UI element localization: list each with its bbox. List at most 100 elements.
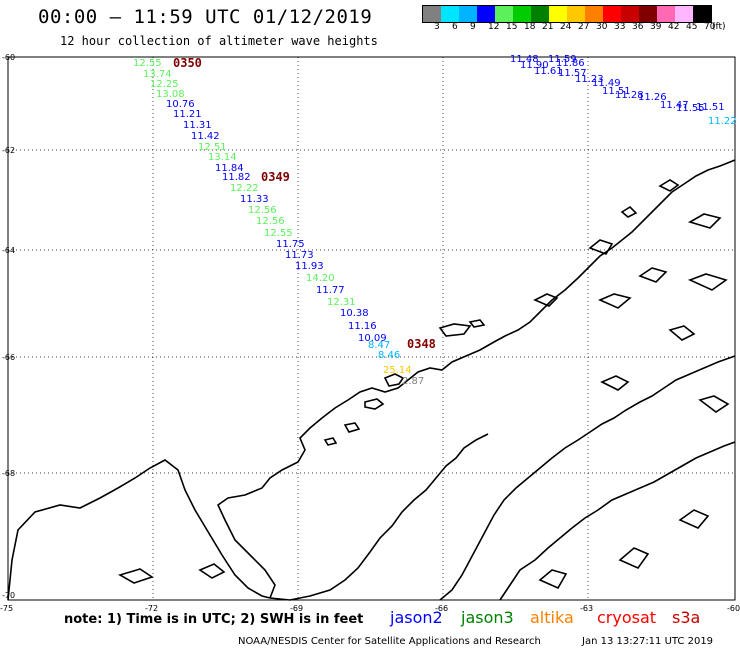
wave-height-label: 11.33 bbox=[240, 194, 269, 205]
legend-swatch bbox=[495, 6, 513, 22]
island-14 bbox=[687, 273, 728, 291]
wave-height-label: 12.55 bbox=[133, 58, 162, 69]
legend-label: 70 bbox=[704, 22, 716, 32]
pass-time-label: 0349 bbox=[261, 170, 290, 184]
wave-height-label: 12.56 bbox=[256, 216, 285, 227]
wave-height-label: 11.31 bbox=[183, 120, 212, 131]
wave-height-label: 11.22 bbox=[708, 116, 737, 127]
island-11 bbox=[687, 213, 722, 229]
wave-height-label: 11.75 bbox=[276, 239, 305, 250]
satellite-label-jason2: jason2 bbox=[390, 608, 443, 627]
legend-swatch bbox=[657, 6, 675, 22]
wave-height-label: 8.46 bbox=[378, 350, 400, 361]
peninsula-coast bbox=[7, 159, 736, 601]
satellite-label-jason3: jason3 bbox=[461, 608, 514, 627]
wave-height-label: 12.56 bbox=[248, 205, 277, 216]
wave-height-label: 11.48 bbox=[510, 54, 539, 65]
legend-swatch bbox=[441, 6, 459, 22]
wave-height-label: 11.86 bbox=[556, 58, 585, 69]
wave-height-label: 2.87 bbox=[402, 376, 424, 387]
map-gridlines bbox=[7, 56, 736, 601]
island-20 bbox=[538, 569, 568, 590]
map-border bbox=[7, 56, 736, 601]
island-13 bbox=[638, 267, 668, 283]
wave-height-label: 11.42 bbox=[191, 131, 220, 142]
map-title: 00:00 – 11:59 UTC 01/12/2019 bbox=[38, 6, 373, 28]
lat-tick-label: -66 bbox=[2, 353, 15, 362]
lat-tick-label: -68 bbox=[2, 469, 15, 478]
wave-height-label: 11.23 bbox=[575, 74, 604, 85]
wave-height-label: 11.28 bbox=[615, 90, 644, 101]
wave-height-label: 13.74 bbox=[143, 69, 172, 80]
island-2 bbox=[364, 398, 385, 410]
footer-timestamp: Jan 13 13:27:11 UTC 2019 bbox=[582, 636, 714, 647]
island-5 bbox=[438, 323, 472, 337]
lat-tick-label: -62 bbox=[2, 146, 15, 155]
wave-height-label: 13.08 bbox=[156, 89, 185, 100]
southwest-coast bbox=[269, 433, 489, 601]
wave-height-label: 25.14 bbox=[383, 365, 412, 376]
map-frame bbox=[7, 56, 736, 601]
island-8 bbox=[588, 239, 614, 255]
color-legend bbox=[422, 5, 712, 23]
wave-height-label: 11.51 bbox=[602, 86, 631, 97]
legend-label: 15 bbox=[506, 22, 518, 32]
legend-label: 39 bbox=[650, 22, 662, 32]
wave-height-label: 10.76 bbox=[166, 99, 195, 110]
wave-height-label: 11.49 bbox=[592, 78, 621, 89]
pass-time-label: 0348 bbox=[407, 337, 436, 351]
island-9 bbox=[620, 205, 638, 218]
time-labels: 0350 0349 0348 bbox=[173, 56, 436, 351]
wave-height-label: 11.59 bbox=[548, 54, 577, 65]
island-4 bbox=[323, 437, 338, 446]
legend-swatch bbox=[621, 6, 639, 22]
wave-height-label: 11.82 bbox=[222, 172, 251, 183]
lat-tick-label: -70 bbox=[2, 591, 15, 600]
legend-label: 21 bbox=[542, 22, 554, 32]
wave-height-label: 12.55 bbox=[264, 228, 293, 239]
island-22 bbox=[678, 509, 710, 529]
legend-swatch bbox=[585, 6, 603, 22]
island-15 bbox=[600, 375, 630, 391]
legend-label: 42 bbox=[668, 22, 680, 32]
island-12 bbox=[598, 293, 632, 309]
wave-height-label: 8.47 bbox=[368, 340, 390, 351]
legend-swatch bbox=[603, 6, 621, 22]
legend-label: 6 bbox=[452, 22, 458, 32]
lon-tick-label: -63 bbox=[580, 604, 593, 613]
lon-tick-label: -69 bbox=[290, 604, 303, 613]
island-16 bbox=[668, 325, 696, 341]
legend-swatch bbox=[693, 6, 711, 22]
wave-height-label: 11.55 bbox=[676, 103, 705, 114]
lon-tick-label: -72 bbox=[145, 604, 158, 613]
satellite-label-cryosat: cryosat bbox=[597, 608, 657, 627]
legend-swatch bbox=[549, 6, 567, 22]
wave-height-label: 11.51 bbox=[696, 102, 725, 113]
map-subtitle: 12 hour collection of altimeter wave hei… bbox=[60, 34, 378, 48]
wave-height-label: 11.90 bbox=[520, 60, 549, 71]
legend-swatch bbox=[423, 6, 441, 22]
satellite-label-s3a: s3a bbox=[672, 608, 701, 627]
wave-height-label: 11.57 bbox=[558, 68, 587, 79]
altimeter-track-main: 12.5513.7412.2513.0810.7611.2111.3111.42… bbox=[133, 58, 424, 387]
lat-tick-label: -64 bbox=[2, 246, 15, 255]
legend-label: 12 bbox=[488, 22, 500, 32]
legend-swatch bbox=[567, 6, 585, 22]
legend-label: 36 bbox=[632, 22, 644, 32]
island-19 bbox=[198, 563, 226, 579]
legend-label: 33 bbox=[614, 22, 626, 32]
note-text: note: 1) Time is in UTC; 2) SWH is in fe… bbox=[64, 612, 364, 627]
interior-coast bbox=[499, 441, 736, 601]
island-1 bbox=[383, 373, 405, 387]
legend-label: 9 bbox=[470, 22, 476, 32]
wave-height-label: 11.26 bbox=[638, 92, 667, 103]
pass-time-label: 0350 bbox=[173, 56, 202, 70]
wave-height-label: 12.51 bbox=[198, 142, 227, 153]
legend-unit: (ft) bbox=[712, 22, 726, 32]
legend-swatch bbox=[531, 6, 549, 22]
wave-height-label: 11.73 bbox=[285, 250, 314, 261]
island-18 bbox=[117, 568, 154, 584]
wave-height-label: 11.84 bbox=[215, 163, 244, 174]
island-17 bbox=[698, 395, 730, 413]
wave-height-label: 12.31 bbox=[327, 297, 356, 308]
